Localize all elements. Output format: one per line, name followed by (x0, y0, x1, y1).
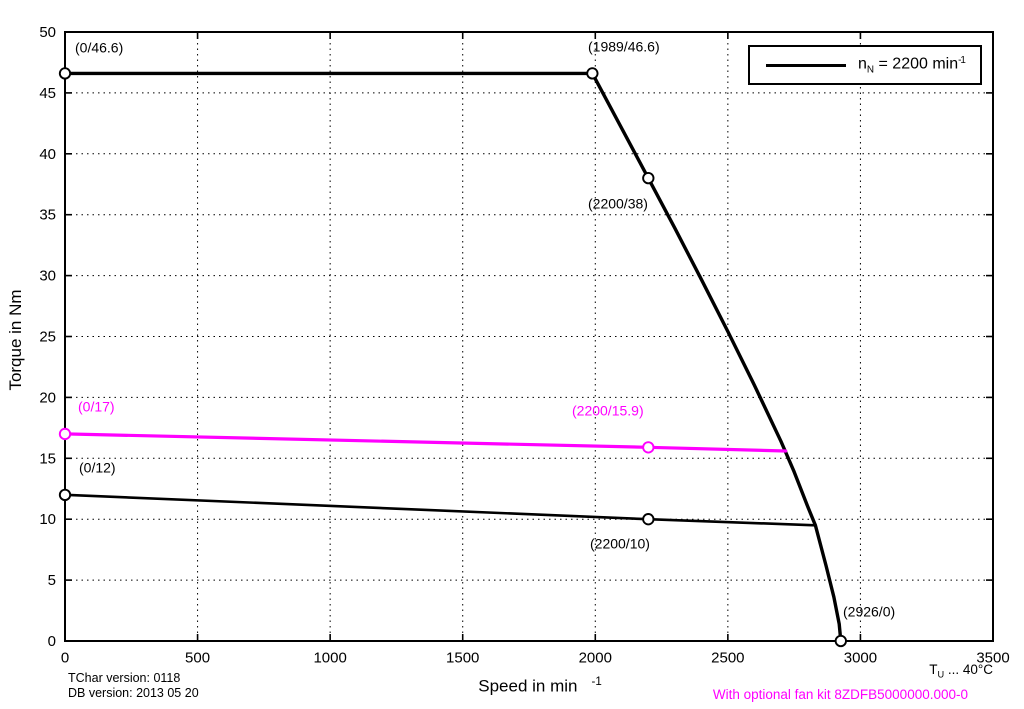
annotation: (2926/0) (843, 603, 895, 619)
curve-continuous-torque (63, 493, 817, 527)
x-tick-label: 3500 (976, 649, 1009, 666)
marker-continuous-torque (642, 513, 655, 526)
legend-label-symbol: n (858, 55, 867, 73)
y-tick-label: 40 (39, 146, 56, 163)
y-axis-label: Torque in Nm (6, 289, 25, 391)
y-tick-label: 25 (39, 328, 56, 345)
annotation: (1989/46.6) (588, 38, 660, 54)
marker-peak-torque-envelope (58, 67, 72, 80)
x-tick-label: 1000 (313, 649, 346, 666)
x-tick-label: 0 (61, 649, 69, 666)
ambient-subscript: U (937, 669, 945, 680)
annotation: (0/17) (78, 398, 115, 414)
marker-continuous-torque-with-fan (642, 441, 655, 454)
x-axis-label: Speed in min -1 (478, 676, 602, 696)
x-tick-label: 1500 (446, 649, 479, 666)
ambient-temperature-note: TU ... 40°C (929, 662, 993, 680)
curve-peak-torque-envelope (63, 71, 843, 643)
version-info: TChar version: 0118 DB version: 2013 05 … (68, 671, 199, 700)
marker-peak-torque-envelope (642, 172, 655, 185)
y-tick-label: 20 (39, 389, 56, 406)
marker-continuous-torque-with-fan (58, 427, 72, 441)
marker-peak-torque-envelope (586, 67, 599, 80)
legend-label-exponent: -1 (958, 54, 966, 66)
annotation: (2200/38) (588, 195, 648, 211)
db-version-text: DB version: 2013 05 20 (68, 685, 199, 700)
y-tick-label: 50 (39, 24, 56, 41)
ambient-symbol: T (929, 662, 938, 677)
x-tick-label: 500 (185, 649, 210, 666)
annotation: (2200/15.9) (572, 402, 644, 418)
x-tick-label: 3000 (844, 649, 877, 666)
curve-continuous-torque-with-fan (63, 432, 788, 453)
legend-line-sample (766, 63, 846, 67)
annotation: (0/12) (79, 459, 116, 475)
legend-label-subscript: N (866, 64, 875, 76)
y-tick-label: 15 (39, 450, 56, 467)
ambient-value: ... 40°C (944, 662, 993, 677)
tchar-version-text: TChar version: 0118 (68, 671, 181, 685)
x-axis-label-text: Speed in min (478, 676, 578, 696)
y-tick-label: 10 (39, 511, 56, 528)
x-tick-label: 2500 (711, 649, 744, 666)
legend-label: nN = 2200 min-1 (858, 54, 966, 76)
legend-label-value: = 2200 min (874, 55, 959, 73)
y-tick-label: 5 (48, 572, 56, 589)
x-axis-label-exponent: -1 (591, 676, 602, 688)
fan-kit-note: With optional fan kit 8ZDFB5000000.000-0 (712, 687, 968, 702)
x-tick-label: 2000 (579, 649, 612, 666)
legend: nN = 2200 min-1 (748, 45, 982, 85)
annotation: (0/46.6) (75, 39, 123, 55)
y-tick-label: 35 (39, 207, 56, 224)
marker-peak-torque-envelope (834, 634, 847, 648)
annotation: (2200/10) (590, 535, 650, 551)
y-tick-label: 45 (39, 85, 56, 102)
y-tick-label: 0 (48, 633, 56, 650)
y-tick-label: 30 (39, 268, 56, 285)
marker-continuous-torque (58, 488, 72, 501)
axes-box (64, 31, 994, 642)
